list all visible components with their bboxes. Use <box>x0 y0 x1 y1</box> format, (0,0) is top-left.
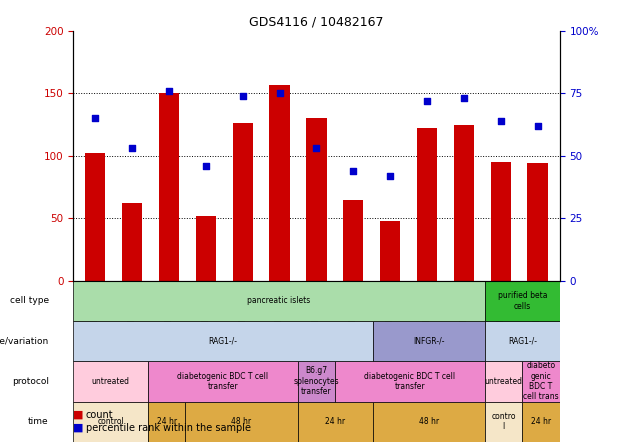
Text: 48 hr: 48 hr <box>232 417 252 426</box>
Text: diabetogenic BDC T cell
transfer: diabetogenic BDC T cell transfer <box>364 372 455 391</box>
Text: count: count <box>86 409 113 420</box>
Bar <box>453 125 474 281</box>
Point <box>90 115 100 122</box>
Text: 24 hr: 24 hr <box>531 417 551 426</box>
Bar <box>186 401 298 442</box>
Bar <box>417 128 437 281</box>
Bar <box>148 361 298 401</box>
Text: INFGR-/-: INFGR-/- <box>413 337 445 345</box>
Point <box>238 92 248 99</box>
Point <box>422 97 432 104</box>
Bar <box>298 401 373 442</box>
Bar <box>159 94 179 281</box>
Point <box>495 117 506 124</box>
Text: 24 hr: 24 hr <box>325 417 345 426</box>
Point <box>164 87 174 95</box>
Text: ■: ■ <box>73 423 84 433</box>
Bar <box>270 85 289 281</box>
Point <box>348 167 358 174</box>
Point <box>459 95 469 102</box>
Text: contro
l: contro l <box>491 412 516 432</box>
Bar <box>380 221 400 281</box>
Text: untreated: untreated <box>92 377 130 386</box>
Text: control: control <box>97 417 124 426</box>
Text: 48 hr: 48 hr <box>418 417 439 426</box>
Bar <box>233 123 253 281</box>
Text: 24 hr: 24 hr <box>156 417 177 426</box>
Bar <box>73 321 373 361</box>
Bar <box>522 401 560 442</box>
Text: pancreatic islets: pancreatic islets <box>247 296 310 305</box>
Text: B6.g7
splenocytes
transfer: B6.g7 splenocytes transfer <box>294 366 339 396</box>
Bar <box>485 281 560 321</box>
Text: genotype/variation: genotype/variation <box>0 337 49 345</box>
Point <box>532 123 543 130</box>
Bar <box>73 361 148 401</box>
Text: RAG1-/-: RAG1-/- <box>508 337 537 345</box>
Text: time: time <box>28 417 49 426</box>
Text: cell type: cell type <box>10 296 49 305</box>
Point <box>275 90 285 97</box>
Bar <box>343 200 363 281</box>
Text: purified beta
cells: purified beta cells <box>497 291 547 310</box>
Bar <box>85 154 106 281</box>
Bar <box>196 216 216 281</box>
Title: GDS4116 / 10482167: GDS4116 / 10482167 <box>249 16 384 28</box>
Bar <box>148 401 186 442</box>
Bar <box>73 401 148 442</box>
Bar <box>373 401 485 442</box>
Bar <box>485 401 522 442</box>
Bar <box>490 162 511 281</box>
Text: ■: ■ <box>73 409 84 420</box>
Bar <box>298 361 335 401</box>
Bar <box>73 281 485 321</box>
Text: untreated: untreated <box>485 377 523 386</box>
Bar <box>122 203 142 281</box>
Text: diabetogenic BDC T cell
transfer: diabetogenic BDC T cell transfer <box>177 372 268 391</box>
Bar <box>307 119 326 281</box>
Text: RAG1-/-: RAG1-/- <box>209 337 237 345</box>
Bar <box>527 163 548 281</box>
Point <box>127 145 137 152</box>
Text: percentile rank within the sample: percentile rank within the sample <box>86 423 251 433</box>
Bar <box>485 361 522 401</box>
Bar <box>522 361 560 401</box>
Bar <box>335 361 485 401</box>
Point <box>385 172 395 179</box>
Bar <box>373 321 485 361</box>
Bar <box>485 321 560 361</box>
Text: protocol: protocol <box>12 377 49 386</box>
Point <box>312 145 321 152</box>
Text: diabeto
genic
BDC T
cell trans: diabeto genic BDC T cell trans <box>523 361 559 401</box>
Point <box>201 163 211 170</box>
